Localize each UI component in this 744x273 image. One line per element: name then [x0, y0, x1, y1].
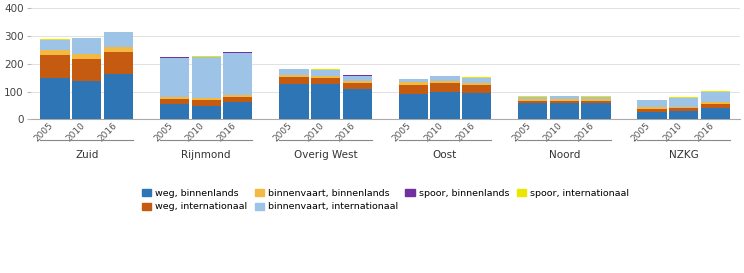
Bar [582, 97, 611, 99]
Bar [669, 107, 699, 108]
Bar [638, 100, 667, 107]
Bar [669, 108, 699, 111]
Bar [40, 39, 70, 40]
Bar [430, 81, 460, 83]
Bar [72, 81, 101, 120]
Bar [518, 99, 548, 101]
Bar [518, 97, 548, 99]
Bar [72, 38, 101, 54]
Bar [701, 102, 730, 105]
Bar [669, 98, 699, 107]
Bar [104, 48, 133, 52]
Bar [311, 78, 340, 84]
Bar [550, 103, 579, 120]
Bar [311, 69, 340, 70]
Bar [430, 92, 460, 120]
Bar [399, 85, 428, 94]
Bar [462, 93, 491, 120]
Bar [638, 109, 667, 112]
Bar [399, 94, 428, 120]
Bar [701, 105, 730, 108]
Bar [279, 69, 309, 75]
Bar [701, 108, 730, 120]
Bar [104, 52, 133, 74]
Text: Noord: Noord [548, 150, 580, 159]
Bar [223, 52, 252, 53]
Bar [430, 83, 460, 92]
Bar [160, 99, 189, 104]
Bar [399, 79, 428, 82]
Bar [638, 112, 667, 120]
Bar [160, 97, 189, 99]
Bar [191, 98, 221, 100]
Bar [462, 78, 491, 83]
Text: Overig West: Overig West [294, 150, 357, 159]
Bar [430, 76, 460, 81]
Legend: weg, binnenlands, weg, internationaal, binnenvaart, binnenlands, binnenvaart, in: weg, binnenlands, weg, internationaal, b… [141, 189, 629, 212]
Bar [191, 57, 221, 98]
Bar [582, 101, 611, 103]
Bar [104, 74, 133, 120]
Bar [160, 104, 189, 120]
Text: Rijnmond: Rijnmond [182, 150, 231, 159]
Bar [40, 40, 70, 51]
Text: NZKG: NZKG [669, 150, 699, 159]
Bar [311, 84, 340, 120]
Bar [191, 100, 221, 106]
Bar [40, 78, 70, 120]
Bar [582, 103, 611, 120]
Bar [462, 83, 491, 85]
Bar [550, 101, 579, 103]
Bar [518, 101, 548, 103]
Bar [191, 56, 221, 57]
Bar [343, 76, 372, 81]
Bar [40, 55, 70, 78]
Text: Zuid: Zuid [75, 150, 98, 159]
Bar [160, 58, 189, 97]
Bar [223, 102, 252, 120]
Bar [669, 111, 699, 120]
Bar [343, 81, 372, 83]
Bar [311, 76, 340, 78]
Bar [191, 106, 221, 120]
Bar [399, 82, 428, 85]
Bar [223, 95, 252, 97]
Bar [550, 99, 579, 101]
Bar [343, 75, 372, 76]
Bar [582, 99, 611, 101]
Bar [279, 75, 309, 77]
Bar [311, 70, 340, 76]
Bar [72, 54, 101, 59]
Bar [279, 84, 309, 120]
Bar [518, 103, 548, 120]
Bar [343, 83, 372, 89]
Bar [638, 107, 667, 109]
Bar [223, 97, 252, 102]
Bar [462, 85, 491, 93]
Bar [550, 96, 579, 99]
Bar [343, 89, 372, 120]
Bar [160, 57, 189, 58]
Bar [104, 32, 133, 48]
Bar [701, 92, 730, 102]
Bar [223, 53, 252, 95]
Bar [40, 51, 70, 55]
Text: Oost: Oost [433, 150, 457, 159]
Bar [72, 59, 101, 81]
Bar [279, 77, 309, 84]
